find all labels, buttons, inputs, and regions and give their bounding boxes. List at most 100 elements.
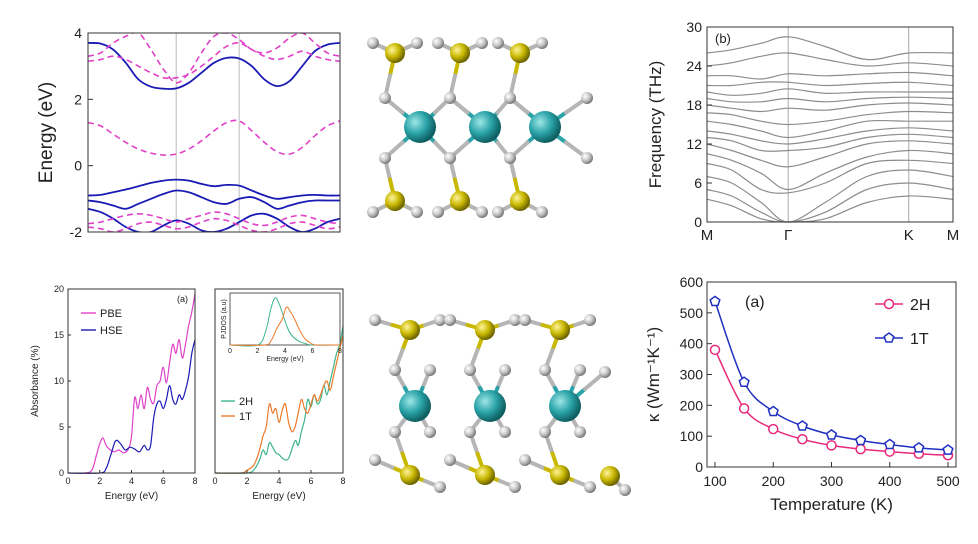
crystal-structure-1t-drawing bbox=[369, 314, 631, 496]
c2-atom-teal-27 bbox=[549, 390, 581, 422]
c2-atom-white-26 bbox=[574, 364, 586, 376]
inset-xlabel: Energy (eV) bbox=[266, 356, 303, 363]
kappa-point-1T-8 bbox=[942, 444, 954, 455]
kappa-point-1T-1 bbox=[738, 376, 750, 388]
band-ytick-label-0: 4 bbox=[74, 25, 82, 41]
absorbance-b-legend-label-1T: 1T bbox=[239, 411, 252, 423]
absorbance-b-xtick-label-4: 8 bbox=[340, 476, 345, 486]
c1-atom-white-2 bbox=[411, 37, 423, 49]
crystal-structure-top bbox=[355, 25, 595, 235]
c2-atom-white-6 bbox=[389, 426, 401, 438]
c2-atom-yellow-23 bbox=[550, 320, 570, 340]
inset-orange-curve bbox=[229, 306, 341, 346]
phonon-branch-11 bbox=[706, 96, 954, 103]
c1-atom-teal-4 bbox=[404, 111, 436, 143]
band-ytick-label-1: 2 bbox=[74, 91, 82, 107]
absorbance-b-series-2H bbox=[214, 325, 344, 474]
absorbance-b-xtick-label-1: 2 bbox=[244, 476, 249, 486]
phonon-branch-4 bbox=[706, 149, 954, 191]
c1-atom-teal-22 bbox=[529, 111, 561, 143]
kappa-xtick-label-4: 500 bbox=[936, 473, 960, 489]
absorbance-ytick-label-1: 5 bbox=[59, 422, 64, 432]
c1-atom-white-5 bbox=[379, 152, 391, 164]
absorbance-series-HSE bbox=[67, 339, 196, 474]
kappa-point-2H-2 bbox=[768, 423, 779, 435]
c2-atom-white-18 bbox=[499, 426, 511, 438]
c1-atom-white-7 bbox=[367, 206, 379, 218]
band-line-5 bbox=[88, 33, 340, 84]
band-ytick-label-2: 0 bbox=[74, 158, 82, 174]
kappa-ytick-label-4: 400 bbox=[680, 336, 704, 352]
c1-atom-yellow-0 bbox=[385, 43, 405, 63]
c2-atom-white-8 bbox=[369, 454, 381, 466]
band-line-1 bbox=[88, 178, 340, 200]
kappa-legend-label-1T: 1T bbox=[910, 331, 929, 348]
c2-atom-white-35 bbox=[599, 366, 611, 378]
phonon-ytick-label-2: 12 bbox=[686, 136, 702, 152]
absorbance-b-legend-label-2H: 2H bbox=[239, 396, 253, 408]
band-line-6 bbox=[88, 42, 340, 80]
absorbance-legend-label-PBE: PBE bbox=[100, 308, 122, 320]
kappa-xtick-label-3: 400 bbox=[878, 473, 902, 489]
phonon-ytick-label-1: 6 bbox=[694, 175, 702, 191]
c2-atom-white-2 bbox=[434, 314, 446, 326]
absorbance-ytick-label-0: 0 bbox=[59, 468, 64, 478]
c1-atom-white-10 bbox=[432, 37, 444, 49]
phonon-xtick-label-1: Γ bbox=[784, 227, 792, 244]
phonon-ytick-label-0: 0 bbox=[694, 214, 702, 230]
c2-atom-white-4 bbox=[424, 364, 436, 376]
phonon-xtick-label-0: M bbox=[701, 227, 714, 244]
inset-xtick-label-4: 8 bbox=[338, 348, 342, 355]
absorbance-xtick-label-2: 4 bbox=[129, 476, 134, 486]
phonon-ylabel: Frequency (THz) bbox=[646, 61, 665, 189]
kappa-legend-label-2H: 2H bbox=[910, 297, 930, 314]
c2-atom-white-19 bbox=[444, 454, 456, 466]
c2-atom-yellow-1 bbox=[400, 320, 420, 340]
c2-atom-white-34 bbox=[619, 484, 631, 496]
phonon-branch-12 bbox=[706, 88, 953, 96]
phonon-dispersion-chart: 0 6 12 18 24 30 M Γ K M (b) Frequency (THz) bbox=[646, 19, 959, 244]
c2-atom-white-25 bbox=[539, 364, 551, 376]
band-ylabel: Energy (eV) bbox=[36, 82, 57, 183]
c2-atom-white-3 bbox=[389, 364, 401, 376]
c1-atom-white-21 bbox=[504, 92, 516, 104]
phonon-panel: 0 6 12 18 24 30 M Γ K M (b) Frequency (THz) bbox=[635, 0, 978, 250]
band-line-2 bbox=[88, 189, 340, 210]
c1-atom-yellow-18 bbox=[510, 43, 530, 63]
band-line-0 bbox=[88, 42, 340, 90]
c2-atom-white-21 bbox=[509, 481, 521, 493]
absorbance-series-PBE bbox=[67, 293, 196, 474]
phonon-branch-6 bbox=[706, 133, 954, 152]
kappa-point-1T-2 bbox=[767, 405, 779, 417]
c2-atom-white-22 bbox=[519, 314, 531, 326]
absorbance-a-panel: 0 5 10 15 20 0 2 4 6 8 Energy (eV) Absorbance (%) (a… bbox=[0, 275, 210, 510]
c1-atom-white-23 bbox=[504, 152, 516, 164]
c1-atom-yellow-9 bbox=[450, 43, 470, 63]
c1-atom-yellow-24 bbox=[510, 191, 530, 211]
absorbance-b-xtick-label-0: 0 bbox=[212, 476, 217, 486]
c2-atom-yellow-33 bbox=[600, 466, 620, 486]
kappa-point-2H-3 bbox=[797, 434, 808, 445]
c1-atom-white-27 bbox=[581, 92, 593, 104]
phonon-ytick-label-5: 30 bbox=[686, 19, 702, 35]
band-curves bbox=[88, 33, 340, 232]
phonon-branch-13 bbox=[706, 81, 954, 87]
phonon-frame bbox=[706, 26, 954, 223]
c1-atom-white-14 bbox=[444, 152, 456, 164]
c1-atom-white-12 bbox=[444, 92, 456, 104]
c2-atom-teal-16 bbox=[474, 390, 506, 422]
c2-atom-white-11 bbox=[444, 314, 456, 326]
band-line-4 bbox=[88, 119, 340, 156]
absorbance-annotation: (a) bbox=[177, 294, 188, 304]
absorbance-xtick-label-4: 8 bbox=[192, 476, 197, 486]
inset-xtick-label-1: 2 bbox=[256, 348, 260, 355]
phonon-ytick-label-3: 18 bbox=[686, 97, 702, 113]
c1-atom-yellow-6 bbox=[385, 191, 405, 211]
c1-atom-white-11 bbox=[476, 37, 488, 49]
c1-atom-yellow-15 bbox=[450, 191, 470, 211]
band-line-8 bbox=[88, 217, 340, 232]
c1-atom-white-8 bbox=[411, 206, 423, 218]
c2-atom-white-15 bbox=[499, 364, 511, 376]
phonon-branch-10 bbox=[706, 102, 954, 113]
